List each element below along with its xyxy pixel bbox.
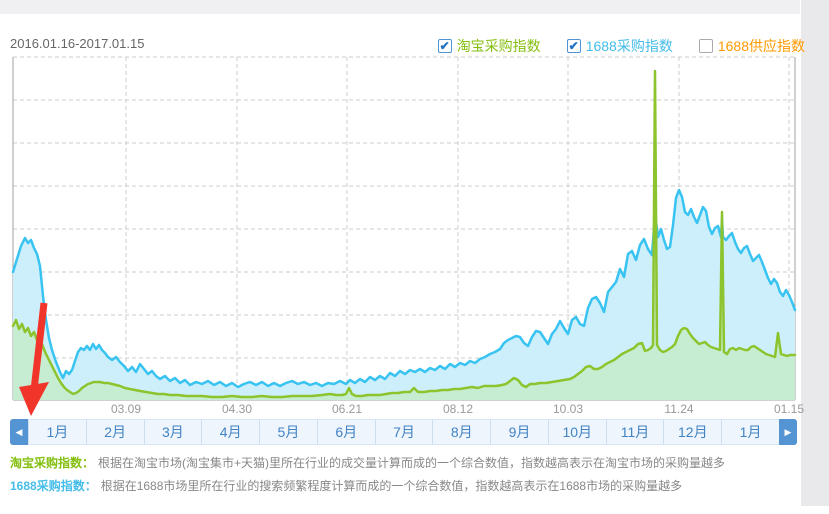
next-month-button[interactable]: ▶ — [778, 419, 797, 445]
series-toggle-group: ✔ 淘宝采购指数 ✔ 1688采购指数 1688供应指数 — [437, 36, 805, 56]
desc-term: 1688采购指数： — [10, 479, 97, 493]
x-tick-label: 06.21 — [331, 402, 363, 416]
x-tick-label: 01.15 — [773, 402, 805, 416]
x-tick-label: 10.03 — [552, 402, 584, 416]
checkbox-unchecked-icon[interactable] — [698, 39, 713, 53]
month-cell-6[interactable]: 6月 — [316, 419, 375, 445]
month-cell-12[interactable]: 12月 — [663, 419, 722, 445]
month-cell-10[interactable]: 10月 — [547, 419, 606, 445]
checkbox-checked-icon[interactable]: ✔ — [437, 39, 452, 53]
x-tick-label: 08.12 — [442, 402, 474, 416]
month-cell-3[interactable]: 3月 — [143, 419, 202, 445]
desc-text: 根据在1688市场里所在行业的搜索频繁程度计算而成的一个综合数值，指数越高表示在… — [100, 479, 683, 493]
x-tick-label: 04.30 — [221, 402, 253, 416]
prev-month-button[interactable]: ◀ — [10, 419, 28, 445]
desc-term: 淘宝采购指数： — [10, 456, 95, 470]
month-cell-11[interactable]: 11月 — [605, 419, 664, 445]
toggle-1688-purchase-index[interactable]: ✔ 1688采购指数 — [566, 36, 673, 56]
month-cell-8[interactable]: 8月 — [432, 419, 491, 445]
x-tick-label: 03.09 — [110, 402, 142, 416]
month-cell-2[interactable]: 2月 — [85, 419, 144, 445]
toggle-label[interactable]: 淘宝采购指数 — [456, 38, 541, 54]
toggle-label[interactable]: 1688供应指数 — [717, 38, 805, 54]
x-tick-label: 11.24 — [664, 402, 694, 416]
top-bar — [0, 0, 800, 14]
desc-text: 根据在淘宝市场(淘宝集市+天猫)里所在行业的成交量计算而成的一个综合数值，指数越… — [98, 456, 726, 470]
taobao-index-description: 淘宝采购指数： 根据在淘宝市场(淘宝集市+天猫)里所在行业的成交量计算而成的一个综… — [10, 452, 810, 475]
month-cell-13[interactable]: 1月 — [721, 419, 779, 445]
month-cell-9[interactable]: 9月 — [490, 419, 548, 445]
month-cell-5[interactable]: 5月 — [259, 419, 317, 445]
red-arrow-annotation — [19, 302, 49, 416]
month-cell-1[interactable]: 1月 — [28, 419, 86, 445]
month-cell-7[interactable]: 7月 — [374, 419, 433, 445]
x-axis-tick-labels: 03.09 04.30 06.21 08.12 10.03 11.24 01.15 — [0, 402, 829, 418]
date-range-label: 2016.01.16-2017.01.15 — [10, 36, 145, 51]
month-navigation-bar: ◀ 1月 2月 3月 4月 5月 6月 7月 8月 9月 10月 11月 12月 1月 ▶ — [10, 419, 797, 445]
right-gutter — [801, 0, 829, 506]
toggle-label[interactable]: 1688采购指数 — [585, 38, 673, 54]
toggle-1688-supply-index[interactable]: 1688供应指数 — [698, 36, 805, 56]
checkbox-checked-icon[interactable]: ✔ — [566, 39, 581, 53]
1688-index-description: 1688采购指数： 根据在1688市场里所在行业的搜索频繁程度计算而成的一个综合数… — [10, 475, 810, 498]
month-cell-4[interactable]: 4月 — [201, 419, 260, 445]
index-descriptions: 淘宝采购指数： 根据在淘宝市场(淘宝集市+天猫)里所在行业的成交量计算而成的一个综… — [10, 452, 810, 498]
toggle-taobao-purchase-index[interactable]: ✔ 淘宝采购指数 — [437, 36, 541, 56]
